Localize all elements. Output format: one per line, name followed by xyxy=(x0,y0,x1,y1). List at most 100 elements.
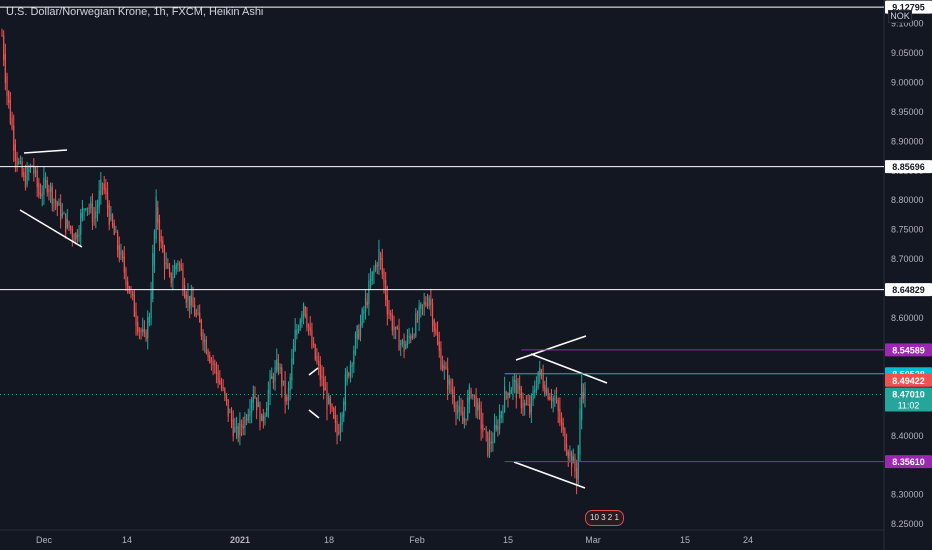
candle-body xyxy=(311,330,313,348)
candle-body xyxy=(570,452,573,467)
candle-body xyxy=(455,404,457,416)
candle-body xyxy=(24,175,27,188)
candle-body xyxy=(400,343,402,345)
candle-body xyxy=(81,207,84,219)
candle-body xyxy=(478,404,481,410)
candle-body xyxy=(420,303,422,310)
candle-body xyxy=(388,309,390,315)
candle-body xyxy=(66,218,68,228)
candle-body xyxy=(86,207,89,209)
candle-body xyxy=(140,330,142,333)
candle-body xyxy=(217,371,219,384)
candle-body xyxy=(237,426,239,438)
candle-body xyxy=(244,416,246,428)
candle-body xyxy=(249,410,251,417)
candle-body xyxy=(326,389,328,409)
candle-body xyxy=(376,265,378,267)
candle-body xyxy=(23,172,25,177)
candle-body xyxy=(284,380,286,402)
candle-body xyxy=(503,386,506,413)
candle-body xyxy=(46,180,48,193)
candle-body xyxy=(175,264,177,269)
candle-body xyxy=(493,424,496,443)
candle-body xyxy=(453,395,455,408)
candle-body xyxy=(100,179,102,195)
x-tick-label: 15 xyxy=(680,535,690,545)
candle-body xyxy=(359,322,362,337)
candle-body xyxy=(560,418,563,425)
candle-body xyxy=(292,345,295,365)
candle-body xyxy=(281,367,283,387)
candle-body xyxy=(182,268,184,291)
candle-body xyxy=(138,329,140,331)
candle-body xyxy=(26,167,28,185)
price-label: 8.47010 xyxy=(892,389,925,399)
candle-body xyxy=(514,379,516,382)
candle-body xyxy=(405,344,407,350)
candle-body xyxy=(274,366,276,382)
candle-body xyxy=(368,280,370,305)
candle-body xyxy=(440,348,442,369)
candle-body xyxy=(369,279,372,287)
countdown-label: 11:02 xyxy=(898,400,920,410)
candle-body xyxy=(406,334,409,346)
candle-body xyxy=(381,258,383,275)
candle-body xyxy=(34,170,37,173)
candle-body xyxy=(11,117,13,129)
candle-body xyxy=(70,226,72,230)
candle-body xyxy=(266,407,268,417)
candle-body xyxy=(428,297,430,306)
candle-body xyxy=(269,373,271,395)
candle-body xyxy=(373,269,375,274)
price-label: 8.54589 xyxy=(892,345,925,355)
candle-body xyxy=(147,317,149,339)
candle-body xyxy=(545,388,548,393)
candle-body xyxy=(565,444,568,455)
candle-body xyxy=(56,202,58,207)
candle-body xyxy=(467,397,469,419)
candle-body xyxy=(125,268,127,286)
candle-body xyxy=(18,161,20,164)
candle-body xyxy=(492,441,494,444)
candle-body xyxy=(215,364,218,375)
candle-body xyxy=(209,355,211,363)
candle-body xyxy=(302,303,305,317)
candle-body xyxy=(177,263,179,266)
candle-body xyxy=(462,411,464,424)
price-label: 8.64829 xyxy=(892,285,925,295)
candle-body xyxy=(497,425,499,431)
candle-body xyxy=(257,402,259,408)
candle-body xyxy=(557,400,559,412)
candle-body xyxy=(153,230,156,265)
candle-body xyxy=(234,426,236,433)
candle-body xyxy=(472,394,474,396)
candle-body xyxy=(351,364,353,367)
candle-body xyxy=(185,294,187,303)
candle-body xyxy=(324,387,326,391)
price-label-box xyxy=(885,283,932,297)
candle-body xyxy=(173,266,176,278)
candle-body xyxy=(148,316,151,323)
candle-body xyxy=(214,363,216,366)
candle-body xyxy=(391,314,393,331)
candle-body xyxy=(567,451,569,458)
candle-body xyxy=(483,428,486,430)
candle-body xyxy=(289,376,291,391)
candle-body xyxy=(555,398,558,401)
candle-body xyxy=(210,360,213,362)
candle-body xyxy=(423,301,425,305)
x-tick-label: 14 xyxy=(122,535,132,545)
events-badge[interactable]: 10 3 2 1 xyxy=(585,510,624,526)
y-tick-label: 8.30000 xyxy=(891,490,924,500)
candle-body xyxy=(3,35,5,61)
candle-body xyxy=(435,328,437,334)
candle-body xyxy=(331,404,333,410)
candle-body xyxy=(445,366,447,370)
candle-body xyxy=(9,99,11,124)
y-tick-label: 8.95000 xyxy=(891,107,924,117)
candle-body xyxy=(562,423,564,431)
candle-body xyxy=(581,383,583,420)
candle-body xyxy=(287,388,290,400)
candle-body xyxy=(572,456,574,464)
